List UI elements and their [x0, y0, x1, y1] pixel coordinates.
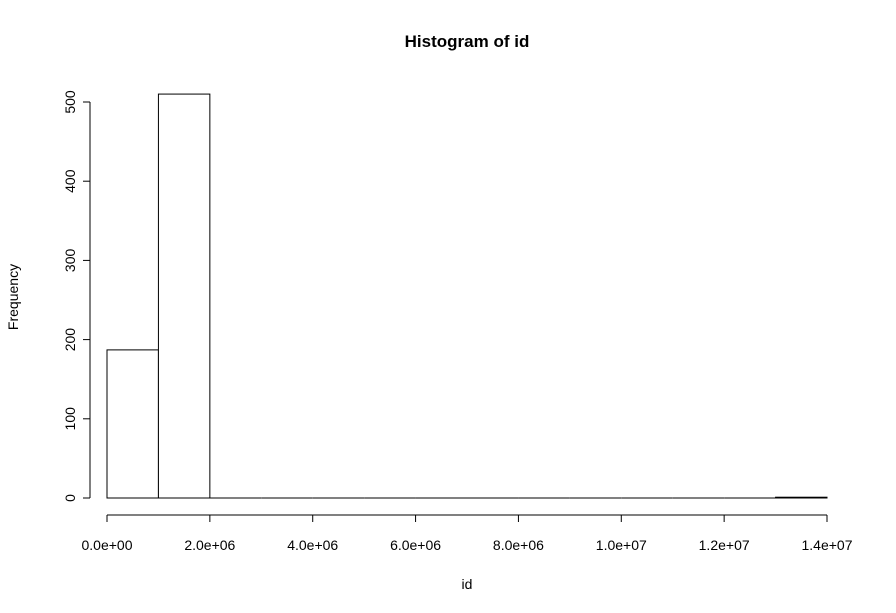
x-tick-label-7: 1.4e+07 — [802, 537, 853, 553]
y-tick-label-2: 200 — [62, 328, 78, 352]
x-axis-label: id — [462, 576, 473, 592]
x-tick-label-4: 8.0e+06 — [493, 537, 544, 553]
y-tick-label-1: 100 — [62, 407, 78, 431]
x-tick-label-6: 1.2e+07 — [699, 537, 750, 553]
y-tick-label-5: 500 — [62, 90, 78, 114]
y-tick-label-3: 300 — [62, 249, 78, 273]
histogram-bar-1 — [157, 93, 211, 499]
x-tick-label-0: 0.0e+00 — [82, 537, 133, 553]
y-tick-label-0: 0 — [62, 494, 78, 502]
histogram-bar-13 — [775, 496, 828, 499]
x-axis: 0.0e+00 2.0e+06 4.0e+06 6.0e+06 8.0e+06 1.0e+… — [82, 514, 853, 553]
y-axis-label: Frequency — [5, 264, 21, 330]
histogram-bar-0 — [106, 349, 159, 499]
x-tick-label-3: 6.0e+06 — [390, 537, 441, 553]
x-tick-label-2: 4.0e+06 — [287, 537, 338, 553]
y-axis: 0 100 200 300 400 500 — [62, 90, 91, 502]
y-tick-label-4: 400 — [62, 169, 78, 193]
bars-group — [106, 93, 828, 499]
x-tick-label-5: 1.0e+07 — [596, 537, 647, 553]
x-tick-label-1: 2.0e+06 — [184, 537, 235, 553]
chart-title: Histogram of id — [405, 32, 530, 51]
